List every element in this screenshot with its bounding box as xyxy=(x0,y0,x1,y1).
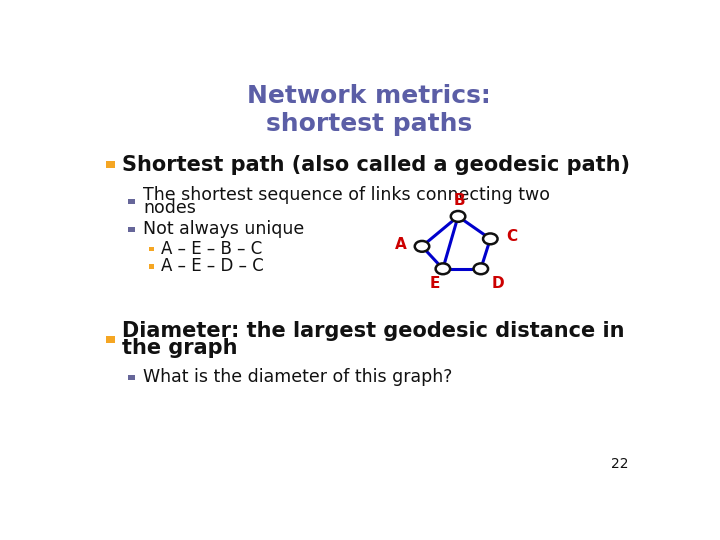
Circle shape xyxy=(474,264,488,274)
Bar xyxy=(106,336,114,343)
Text: B: B xyxy=(454,193,465,208)
Text: A: A xyxy=(395,237,407,252)
Text: Network metrics:
shortest paths: Network metrics: shortest paths xyxy=(247,84,491,136)
Text: Diameter: the largest geodesic distance in: Diameter: the largest geodesic distance … xyxy=(122,321,625,341)
Text: The shortest sequence of links connecting two: The shortest sequence of links connectin… xyxy=(143,186,550,204)
Bar xyxy=(106,161,114,168)
Text: C: C xyxy=(506,230,517,244)
Text: 22: 22 xyxy=(611,457,629,471)
Circle shape xyxy=(436,264,450,274)
Text: A – E – D – C: A – E – D – C xyxy=(161,258,264,275)
Text: D: D xyxy=(491,276,504,291)
Bar xyxy=(128,227,135,232)
Text: Not always unique: Not always unique xyxy=(143,220,305,238)
Text: the graph: the graph xyxy=(122,339,238,359)
Bar xyxy=(148,265,154,268)
Text: A – E – B – C: A – E – B – C xyxy=(161,240,263,258)
Bar xyxy=(128,199,135,204)
Bar xyxy=(148,247,154,251)
Circle shape xyxy=(483,233,498,244)
Circle shape xyxy=(451,211,465,222)
Text: E: E xyxy=(429,276,440,291)
Circle shape xyxy=(415,241,429,252)
Text: nodes: nodes xyxy=(143,199,196,217)
Text: Shortest path (also called a geodesic path): Shortest path (also called a geodesic pa… xyxy=(122,154,631,174)
Text: What is the diameter of this graph?: What is the diameter of this graph? xyxy=(143,368,452,387)
Bar xyxy=(128,375,135,380)
